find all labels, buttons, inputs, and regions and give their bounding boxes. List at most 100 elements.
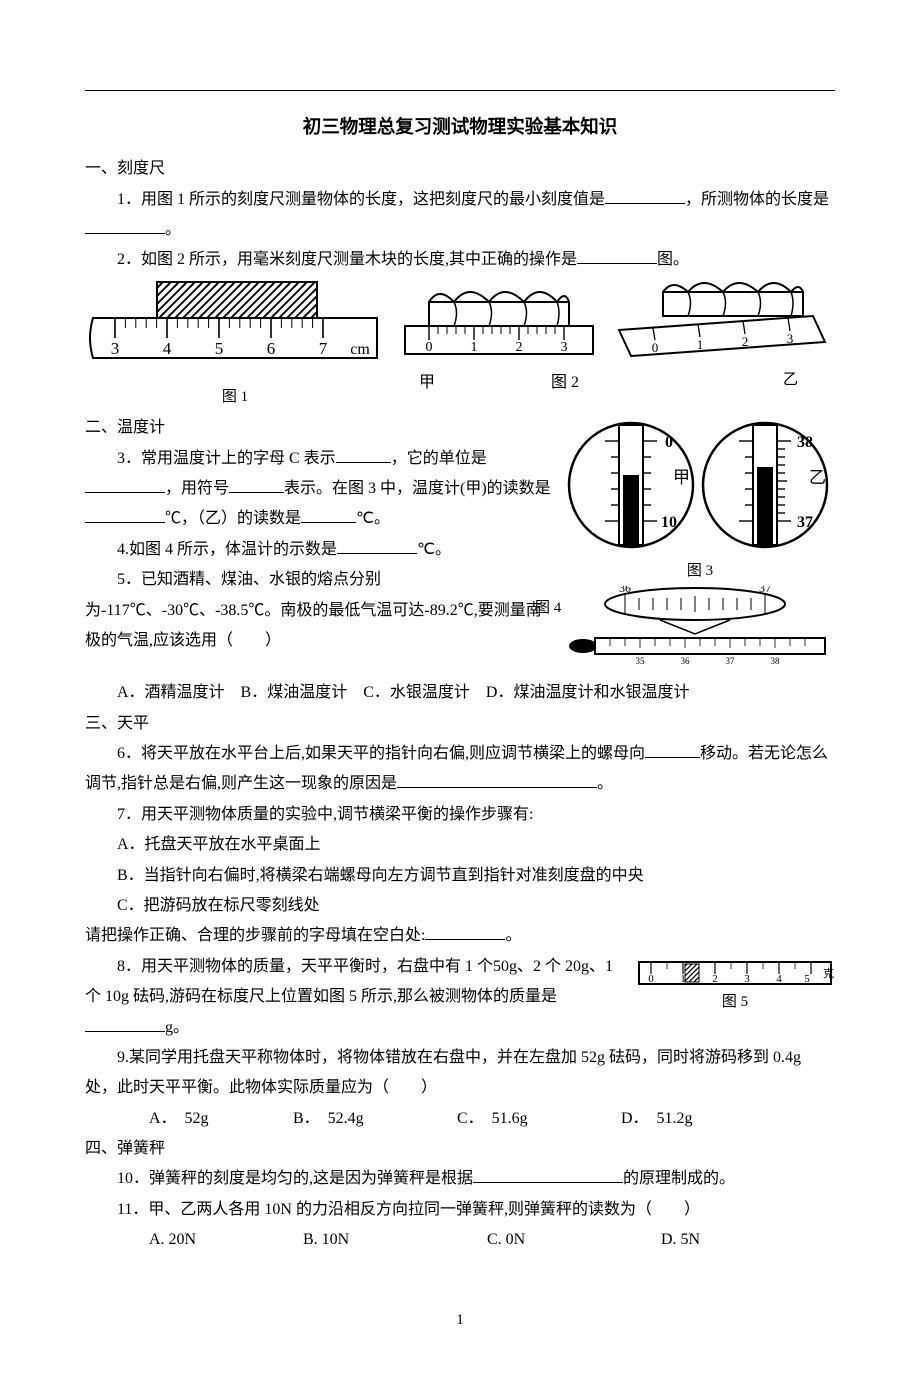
svg-text:0: 0: [652, 340, 659, 355]
q3-blank-4[interactable]: [85, 506, 165, 523]
q3-blank-5[interactable]: [301, 506, 356, 523]
svg-text:4: 4: [163, 339, 172, 358]
svg-text:7: 7: [319, 339, 328, 358]
fig3-svg: 0 10 甲 38 37 乙: [565, 413, 835, 563]
q3-blank-1[interactable]: [336, 446, 391, 463]
svg-text:2: 2: [742, 334, 749, 349]
q7: 7．用天平测物体质量的实验中,调节横梁平衡的操作步骤有:: [85, 800, 835, 830]
fig2-jia-label: 甲: [419, 368, 435, 398]
figure-5-label: 图 5: [635, 988, 835, 1017]
q11-opt-b: B. 10N: [271, 1225, 451, 1255]
figure-2-yi: 0 1 2 3 乙: [613, 280, 828, 395]
q7-text-e: 。: [505, 927, 521, 944]
svg-text:1: 1: [697, 337, 704, 352]
q3-blank-2[interactable]: [85, 476, 165, 493]
svg-text:10: 10: [661, 514, 677, 531]
q3-text-e: ℃，（乙）的读数是: [165, 510, 301, 527]
q11-opt-c: C. 0N: [455, 1225, 625, 1255]
q9-opt-c: C． 51.6g: [425, 1104, 585, 1134]
figure-1-label: 图 1: [85, 383, 385, 412]
q6-blank-2[interactable]: [397, 771, 597, 788]
q11-opt-a: A. 20N: [117, 1225, 267, 1255]
svg-text:2: 2: [516, 340, 523, 355]
q7-opt-c: C．把游码放在标尺零刻线处: [85, 891, 835, 921]
q3-text-c: ，用符号: [165, 480, 229, 497]
figure-2-label: 图 2: [551, 368, 579, 398]
q2: 2．如图 2 所示，用毫米刻度尺测量木块的长度,其中正确的操作是 图。: [85, 245, 835, 275]
q4-blank[interactable]: [337, 537, 417, 554]
q7-opt-b: B．当指针向右偏时,将横梁右端螺母向左方调节直到指针对准刻度盘的中央: [85, 861, 835, 891]
q10-text-a: 10．弹簧秤的刻度是均匀的,这是因为弹簧秤是根据: [117, 1170, 473, 1187]
svg-text:37: 37: [759, 586, 771, 595]
q9-opt-a: A． 52g: [117, 1104, 257, 1134]
svg-text:6: 6: [267, 339, 276, 358]
q3-text-d: 表示。在图 3 中，温度计(甲)的读数是: [284, 480, 551, 497]
svg-text:35: 35: [636, 656, 646, 664]
q7-blank[interactable]: [425, 923, 505, 940]
q8-text-b: g。: [165, 1019, 189, 1036]
q11-options: A. 20N B. 10N C. 0N D. 5N: [85, 1225, 835, 1255]
svg-text:1: 1: [680, 973, 686, 985]
q1-text-c: 。: [165, 221, 181, 238]
svg-text:38: 38: [771, 656, 781, 664]
svg-text:36: 36: [681, 656, 691, 664]
q2-text-a: 2．如图 2 所示，用毫米刻度尺测量木块的长度,其中正确的操作是: [117, 251, 577, 268]
q11-opt-d: D. 5N: [629, 1225, 700, 1255]
q7-text-d: 请把操作正确、合理的步骤前的字母填在空白处:: [85, 927, 425, 944]
q4-text-a: 4.如图 4 所示，体温计的示数是: [117, 541, 337, 558]
q10-blank[interactable]: [473, 1166, 623, 1183]
svg-text:0: 0: [665, 434, 673, 451]
q5-options: A．酒精温度计 B．煤油温度计 C．水银温度计 D．煤油温度计和水银温度计: [85, 678, 835, 708]
svg-text:3: 3: [744, 973, 750, 985]
figure-2-jia: 0 1 2 3 甲 图 2: [399, 280, 599, 398]
fig2-yi-svg: 0 1 2 3: [613, 280, 828, 368]
q3-text-b: ，它的单位是: [391, 450, 487, 467]
q11: 11．甲、乙两人各用 10N 的力沿相反方向拉同一弹簧秤,则弹簧秤的读数为（ ）: [85, 1195, 835, 1225]
page-title: 初三物理总复习测试物理实验基本知识: [85, 111, 835, 146]
svg-text:37: 37: [797, 514, 813, 531]
fig5-svg: 0 1 2 3 4 5 克: [635, 956, 835, 990]
ruler-svg: 3 4 5 6 7 cm: [85, 280, 385, 385]
figure-1: 3 4 5 6 7 cm 图 1: [85, 280, 385, 412]
q1-text-a: 1．用图 1 所示的刻度尺测量物体的长度，这把刻度尺的最小刻度值是: [117, 191, 605, 208]
svg-text:36: 36: [619, 586, 631, 595]
q6-text-a: 6．将天平放在水平台上后,如果天平的指针向右偏,则应调节横梁上的螺母向: [117, 745, 645, 762]
section-4-heading: 四、弹簧秤: [85, 1134, 835, 1164]
page-number: 1: [85, 1306, 835, 1335]
q7-opt-a: A．托盘天平放在水平桌面上: [85, 830, 835, 860]
q1-blank-1[interactable]: [605, 187, 685, 204]
section-1-heading: 一、刻度尺: [85, 154, 835, 184]
fig2-yi-label: 乙: [613, 366, 828, 395]
q1-text-b: ，所测物体的长度是: [685, 191, 829, 208]
q9-options: A． 52g B． 52.4g C． 51.6g D． 51.2g: [85, 1104, 835, 1134]
figure-row-1: 3 4 5 6 7 cm 图 1 0 1 2 3 甲 图: [85, 280, 835, 412]
svg-text:甲: 甲: [673, 468, 690, 487]
svg-text:0: 0: [426, 340, 433, 355]
q8-blank[interactable]: [85, 1015, 165, 1032]
svg-text:37: 37: [726, 656, 736, 664]
q1-blank-2[interactable]: [85, 217, 165, 234]
q9-opt-d: D． 51.2g: [589, 1104, 693, 1134]
svg-text:5: 5: [215, 339, 224, 358]
q6-text-c: 。: [597, 775, 613, 792]
q3-blank-3[interactable]: [229, 476, 284, 493]
q5-text: 5．已知酒精、煤油、水银的熔点分别为-117℃、-30℃、-38.5℃。南极的最…: [85, 571, 542, 649]
svg-text:3: 3: [787, 331, 794, 346]
svg-text:3: 3: [561, 340, 568, 355]
svg-text:38: 38: [797, 434, 813, 451]
q8-text-a: 8．用天平测物体的质量，天平平衡时，右盘中有 1 个50g、2 个 20g、1 …: [85, 958, 613, 1005]
q4-text-b: ℃。: [417, 541, 451, 558]
svg-text:3: 3: [111, 339, 120, 358]
q7-tail: 请把操作正确、合理的步骤前的字母填在空白处: 。: [85, 921, 835, 951]
svg-text:0: 0: [648, 973, 654, 985]
q6-blank-1[interactable]: [645, 741, 700, 758]
q6: 6．将天平放在水平台上后,如果天平的指针向右偏,则应调节横梁上的螺母向移动。若无…: [85, 739, 835, 800]
q2-blank[interactable]: [577, 247, 657, 264]
q2-text-b: 图。: [657, 251, 689, 268]
figure-3-4-block: 0 10 甲 38 37 乙 图 3 36 37 35: [565, 413, 835, 678]
q1: 1．用图 1 所示的刻度尺测量物体的长度，这把刻度尺的最小刻度值是 ，所测物体的长…: [85, 185, 835, 246]
q9-opt-b: B． 52.4g: [261, 1104, 421, 1134]
figure-5: 0 1 2 3 4 5 克 图 5: [635, 956, 835, 1017]
fig2-jia-svg: 0 1 2 3: [399, 280, 599, 368]
svg-text:5: 5: [804, 973, 810, 985]
